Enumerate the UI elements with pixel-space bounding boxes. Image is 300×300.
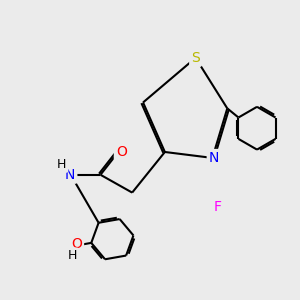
Text: H: H bbox=[57, 158, 67, 171]
Text: O: O bbox=[71, 237, 82, 251]
Text: F: F bbox=[213, 200, 221, 214]
Text: N: N bbox=[209, 151, 219, 165]
Text: O: O bbox=[116, 145, 127, 159]
Text: H: H bbox=[68, 249, 77, 262]
Text: N: N bbox=[65, 168, 75, 182]
Text: S: S bbox=[191, 51, 200, 65]
